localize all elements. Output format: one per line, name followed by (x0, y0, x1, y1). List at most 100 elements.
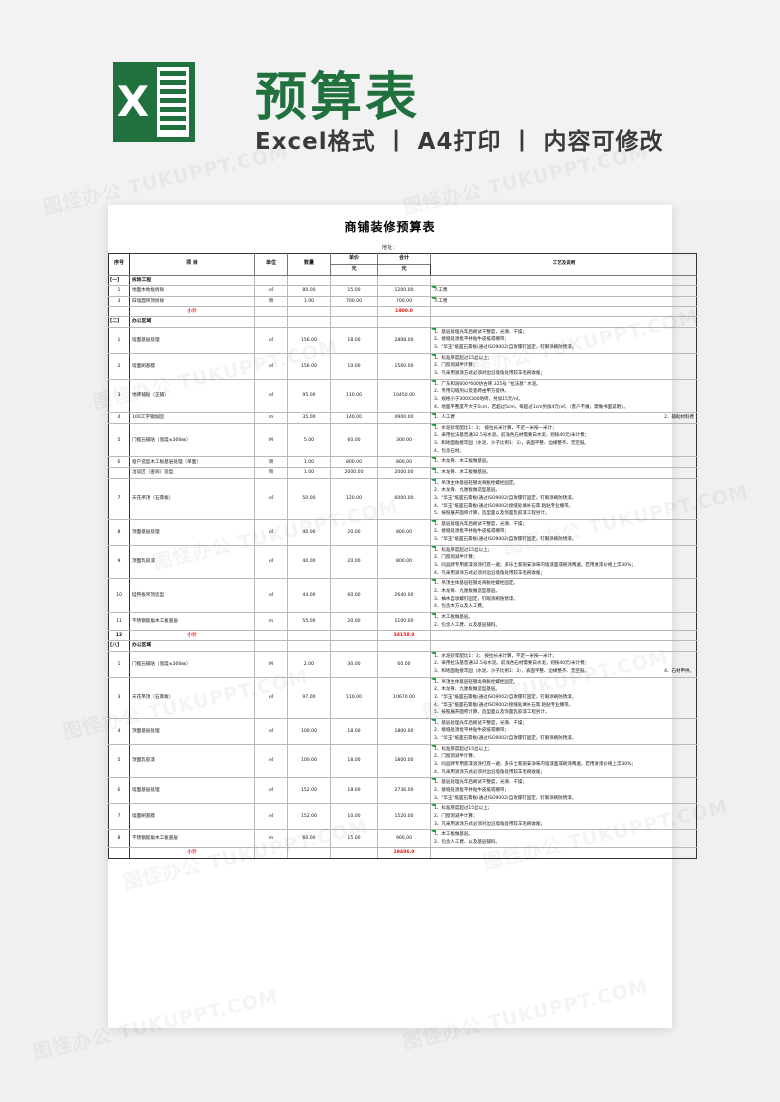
banner-title: 预算表 (255, 68, 421, 128)
desc-line: 3、和地面粘接牢固（水泥、沙子比例1：3），表面平整、边缘整齐、无空鼓。 4、石材… (434, 668, 694, 674)
table-head: 序号 项 目 单位 数量 单价 合计 工艺及说明 元 元 (108, 253, 697, 276)
group-header-row: [一] 拆除工程 (108, 274, 697, 286)
cell-desc: 1、水泥砂浆配比1：3； 按拉长米计算，不足一米按一米计； 2、采用拉法基普通32… (430, 422, 697, 458)
cell-no: 1 (108, 650, 130, 678)
cell-qty: 1.00 (287, 456, 331, 468)
table-row[interactable]: 11 不锈钢嵌角木工板基层 m 55.00 20.00 1100.00 1、木工板做基层。 2… (108, 611, 697, 632)
desc-line: 2、木龙骨、九厘板做造型基层。 (434, 687, 500, 693)
desc-line: 人工费 (434, 287, 448, 293)
table-row[interactable]: 6 窗户造型木工板基层处理（单面）项 1.00 800.00 800.00 1、木龙骨、木… (108, 456, 697, 468)
group-desc (430, 640, 697, 652)
excel-logo-icon: X (113, 62, 195, 142)
cell-unit: m (254, 829, 288, 849)
desc-line: 1、木龙骨、木工板做基层。 (434, 469, 491, 475)
cell-unit: ㎡ (254, 284, 288, 297)
cell-unit: m (254, 412, 288, 424)
cell-qty: 40.00 (287, 544, 331, 580)
cell-item: 墙面刷基膜 (129, 352, 255, 380)
cell-qty: 100.00 (287, 743, 331, 779)
desc-line: 2、接缝处须批平并贴牛皮纸或绷带； (434, 529, 509, 535)
cell-item: 硅钙板吊顶造型 (129, 578, 255, 613)
logo-left-block: X (113, 62, 153, 142)
cell-unit: 项 (254, 295, 288, 308)
desc-line: 1、标准厚度超过15丝以上； (434, 806, 493, 812)
table-row[interactable]: 7 天花吊顶（石膏板）㎡ 50.00 120.00 6000.00 1、吊顶主体基层轻钢龙… (108, 477, 697, 520)
cell-unit: ㎡ (254, 352, 288, 380)
cell-no: 5 (108, 422, 130, 458)
cell-desc: 1、标准厚度超过15丝以上； 2、门窗洞减半计算； 3、同品牌专用底漆滚涂打底一遍；… (430, 544, 697, 580)
cell-qty: 55.00 (287, 611, 331, 632)
cell-desc: 1、木工板做基层。 2、包含人工费、以及基层铺料。 (430, 611, 697, 632)
cell-qty: 152.00 (287, 803, 331, 831)
cell-qty: 100.00 (287, 717, 331, 745)
cell-no: 1 (108, 326, 130, 354)
cell-unit: ㎡ (254, 676, 288, 719)
cell-item: 天花吊顶（石膏板） (129, 676, 255, 719)
table-row[interactable]: 3 天花吊顶（石膏板）㎡ 97.00 110.00 10670.00 1、吊顶主体基层轻钢… (108, 676, 697, 719)
cell-no: 8 (108, 518, 130, 546)
cell-price: 20.00 (330, 544, 378, 580)
desc-line: 2、采用拉法基普通32.5号水泥。前浅色石材需要白水泥，则按40元/米计费； (434, 433, 590, 439)
table-row[interactable]: 4 100工字钢加固 m 35.00 140.00 4900.00 1、人工费 2、辅助材料费 (108, 412, 697, 424)
subtotal-row: 小计 19486.0 (108, 847, 697, 859)
desc-line: 2、门窗洞减半计算； (434, 363, 478, 369)
desc-line: 4、凡采用滚涂方式必须对边沿墙角处用软羊毛刷收尾； (434, 769, 545, 775)
cell-no: 3 (108, 378, 130, 414)
subtotal-no (108, 847, 130, 859)
group-price (330, 640, 378, 652)
subtotal-unit (254, 630, 288, 642)
cell-no: 11 (108, 611, 130, 632)
group-code: [一] (108, 274, 130, 286)
table-row[interactable]: 洽谈区（查阅）造型项 1.00 2000.00 2000.00 1、木龙骨、木工板做基层… (108, 467, 697, 479)
cell-item: 门槛石铺贴（宽度≤300㎜） (129, 650, 255, 678)
header-sum-unit: 元 (377, 263, 431, 276)
cell-no: 3 (108, 676, 130, 719)
cell-no: 7 (108, 477, 130, 520)
cell-unit: ㎡ (254, 803, 288, 831)
cell-item: 100工字钢加固 (129, 412, 255, 424)
table-row[interactable]: 3 地砖铺贴（正铺）㎡ 95.00 110.00 10450.00 1、广东和润600*6… (108, 378, 697, 414)
promo-banner: X 预算表 Excel格式 丨 A4打印 丨 内容可修改 (0, 0, 780, 205)
desc-line: 3、和地面粘接牢固（水泥、沙子比例1：3），表面平整、边缘整齐、无空鼓。 (434, 441, 589, 447)
cell-qty: 44.00 (287, 578, 331, 613)
table-row[interactable]: 5 门槛石铺贴（宽度≤300㎜） M 5.00 60.00 300.00 1、水泥砂浆配比1… (108, 422, 697, 458)
cell-item: 地面木地板拆除 (129, 284, 255, 297)
table-row[interactable]: 1 门槛石铺贴（宽度≤300㎜） M 2.00 30.00 60.00 1、水泥砂浆配比1：… (108, 650, 697, 678)
desc-line: 1、标准厚度超过15丝以上； (434, 547, 493, 553)
table-header-row: 序号 项 目 单位 数量 单价 合计 工艺及说明 (108, 253, 697, 276)
cell-sum: 2808.00 (377, 326, 431, 354)
cell-unit: ㎡ (254, 777, 288, 805)
cell-unit: 项 (254, 456, 288, 468)
cell-item: 墙面刷基膜 (129, 803, 255, 831)
cell-item: 墙面基层处理 (129, 326, 255, 354)
desc-line: 1、人工费 2、辅助材料费 (434, 415, 694, 421)
cell-desc: 1、水泥砂浆配比1：3； 按拉长米计算，不足一米按一米计； 2、采用拉法基普通32… (430, 650, 697, 678)
desc-line: 2、门窗洞减半计算； (434, 754, 478, 760)
cell-desc: 1、木龙骨、木工板做基层。 (430, 456, 697, 468)
cell-qty: 97.00 (287, 676, 331, 719)
cell-qty: 156.00 (287, 326, 331, 354)
table-row[interactable]: 3 旧墙面吊顶拆除项 1.00 700.00 700.00 人工费 (108, 295, 697, 308)
budget-table: 序号 项 目 单位 数量 单价 合计 工艺及说明 元 元 [一] 拆除工程 1 地面木… (108, 253, 697, 859)
subtotal-label: 小计 (129, 847, 255, 859)
cell-unit: ㎡ (254, 717, 288, 745)
group-desc (430, 316, 697, 328)
cell-qty: 40.00 (287, 518, 331, 546)
desc-line: 4、包含石材。 (434, 448, 464, 454)
subtotal-unit (254, 847, 288, 859)
header-price-unit: 元 (330, 263, 378, 276)
cell-sum: 800.00 (377, 518, 431, 546)
table-row[interactable]: 8 不锈钢嵌角木工板基层 m 60.00 15.00 900.00 1、木工板做基层。 2、包… (108, 829, 697, 849)
cell-no (108, 467, 130, 479)
group-unit (254, 640, 288, 652)
